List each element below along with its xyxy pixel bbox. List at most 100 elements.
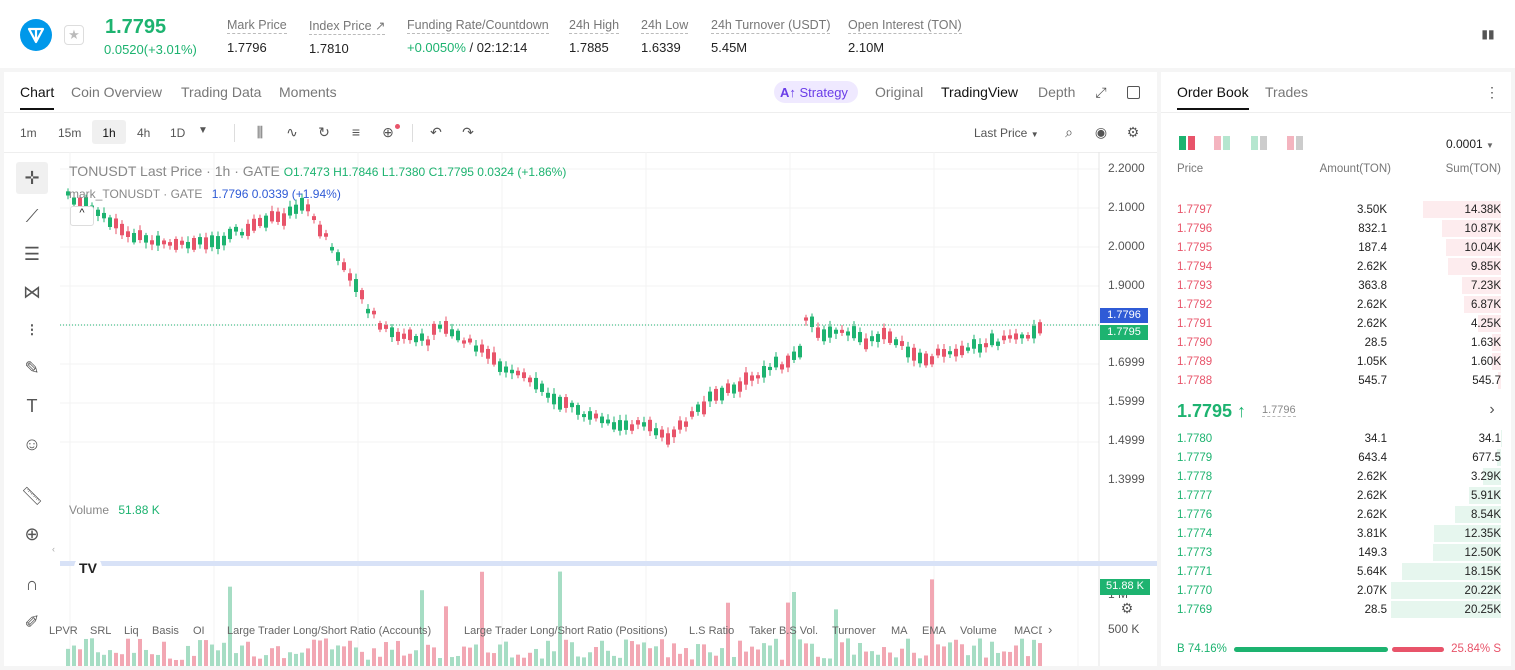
favorite-star-icon[interactable]: ★: [64, 25, 84, 45]
indicator-lpvr[interactable]: LPVR: [49, 625, 78, 637]
ask-row[interactable]: 1.7797 3.50K 14.38K: [1161, 200, 1511, 219]
horizontal-lines-tool-icon[interactable]: ☰: [23, 244, 41, 264]
candle-body: [930, 356, 934, 365]
ask-row[interactable]: 1.7788 545.7 545.7: [1161, 371, 1511, 390]
collapse-toolbar-icon[interactable]: ‹: [52, 544, 55, 554]
strategy-button[interactable]: A↑ Strategy: [774, 81, 858, 103]
indicator-lt-accounts[interactable]: Large Trader Long/Short Ratio (Accounts): [227, 625, 432, 637]
bid-row[interactable]: 1.7773 149.3 12.50K: [1161, 543, 1511, 562]
volume-bar: [276, 646, 280, 666]
pattern-tool-icon[interactable]: ⋈: [23, 282, 41, 302]
interval-4h[interactable]: 4h: [137, 126, 151, 140]
indicator-macd[interactable]: MACD: [1014, 625, 1042, 637]
undo-icon[interactable]: ↶: [430, 124, 442, 140]
precision-select[interactable]: 0.0001 ▼: [1446, 137, 1494, 151]
candle-body: [564, 397, 568, 408]
book-icon[interactable]: ▮▮: [1481, 27, 1495, 41]
indicator-lt-positions[interactable]: Large Trader Long/Short Ratio (Positions…: [464, 625, 668, 637]
view-bids-icon[interactable]: [1251, 136, 1267, 150]
more-vertical-icon[interactable]: ⋮: [1485, 84, 1499, 100]
tab-chart[interactable]: Chart: [20, 84, 55, 110]
ask-row[interactable]: 1.7796 832.1 10.87K: [1161, 219, 1511, 238]
indicator-taker-vol[interactable]: Taker B.S Vol.: [749, 625, 819, 637]
indicator-ma[interactable]: MA: [891, 625, 908, 637]
window-icon[interactable]: [1127, 86, 1140, 99]
magnet-icon[interactable]: ∩: [25, 574, 39, 594]
gear-icon[interactable]: ⚙: [1126, 124, 1140, 140]
bid-row[interactable]: 1.7778 2.62K 3.29K: [1161, 467, 1511, 486]
bid-row[interactable]: 1.7774 3.81K 12.35K: [1161, 524, 1511, 543]
settings-list-icon[interactable]: ≡: [351, 124, 361, 140]
bid-row[interactable]: 1.7770 2.07K 20.22K: [1161, 581, 1511, 600]
ask-row[interactable]: 1.7793 363.8 7.23K: [1161, 276, 1511, 295]
chevron-right-icon[interactable]: ›: [1489, 401, 1495, 418]
brush-tool-icon[interactable]: ✎: [24, 358, 40, 378]
tab-trades[interactable]: Trades: [1265, 84, 1309, 100]
collapse-legend-icon[interactable]: ^: [70, 206, 94, 226]
view-split-icon[interactable]: [1214, 136, 1230, 150]
bid-row[interactable]: 1.7780 34.1 34.1: [1161, 429, 1511, 448]
ask-row[interactable]: 1.7791 2.62K 4.25K: [1161, 314, 1511, 333]
indicator-srl[interactable]: SRL: [90, 625, 112, 637]
search-icon[interactable]: ⌕: [1065, 124, 1073, 140]
chevron-down-icon[interactable]: ▼: [198, 125, 208, 136]
ask-row[interactable]: 1.7789 1.05K 1.60K: [1161, 352, 1511, 371]
redo-icon[interactable]: ↷: [462, 124, 474, 140]
interval-1d[interactable]: 1D: [170, 126, 186, 140]
tab-original[interactable]: Original: [875, 84, 924, 100]
ask-row[interactable]: 1.7795 187.4 10.04K: [1161, 238, 1511, 257]
interval-15m[interactable]: 15m: [58, 126, 82, 140]
tab-trading-data[interactable]: Trading Data: [181, 84, 262, 100]
tab-depth[interactable]: Depth: [1038, 84, 1076, 100]
stat-index-price[interactable]: Index Price ↗ 1.7810: [309, 19, 386, 56]
indicator-basis[interactable]: Basis: [152, 625, 179, 637]
tab-tradingview[interactable]: TradingView: [941, 84, 1019, 100]
view-asks-icon[interactable]: [1287, 136, 1303, 150]
bid-row[interactable]: 1.7777 2.62K 5.91K: [1161, 486, 1511, 505]
indicator-ema[interactable]: EMA: [922, 625, 946, 637]
ruler-tool-icon[interactable]: 📏︎: [20, 486, 44, 506]
emoji-tool-icon[interactable]: ☺: [22, 434, 42, 454]
volume-bar: [516, 654, 520, 666]
bid-row[interactable]: 1.7779 643.4 677.5: [1161, 448, 1511, 467]
chart-settings-icon[interactable]: ⚙: [1120, 600, 1134, 616]
bid-row[interactable]: 1.7771 5.64K 18.15K: [1161, 562, 1511, 581]
text-tool-icon[interactable]: T: [26, 396, 38, 416]
ask-row[interactable]: 1.7792 2.62K 6.87K: [1161, 295, 1511, 314]
indicators-icon[interactable]: ∿: [286, 124, 298, 140]
interval-1m[interactable]: 1m: [20, 126, 37, 140]
ask-row[interactable]: 1.7790 28.5 1.63K: [1161, 333, 1511, 352]
volume-bar: [102, 654, 106, 666]
camera-icon[interactable]: ◉: [1094, 124, 1108, 140]
candle-body: [420, 333, 424, 341]
candle-body: [336, 252, 340, 261]
add-indicator-icon[interactable]: ⊕: [382, 124, 394, 140]
lock-draw-icon[interactable]: ✐: [24, 612, 40, 632]
candle-body: [408, 329, 412, 341]
price-type-select[interactable]: Last Price ▼: [974, 126, 1039, 140]
view-both-icon[interactable]: [1179, 136, 1195, 150]
expand-icon[interactable]: ⤢: [1095, 84, 1107, 100]
volume-bar: [600, 640, 604, 666]
refresh-icon[interactable]: ↻: [318, 124, 330, 140]
indicator-volume[interactable]: Volume: [960, 625, 997, 637]
interval-1h[interactable]: 1h: [92, 120, 126, 144]
depth-bar: [1454, 506, 1501, 523]
candle-type-icon[interactable]: ⫼: [256, 124, 264, 140]
indicator-oi[interactable]: OI: [193, 625, 205, 637]
crosshair-tool-icon[interactable]: ✛: [16, 162, 48, 194]
indicator-ls-ratio[interactable]: L.S Ratio: [689, 625, 735, 637]
tab-order-book[interactable]: Order Book: [1177, 84, 1249, 110]
trendline-tool-icon[interactable]: ⟋: [25, 206, 39, 226]
zoom-in-icon[interactable]: ⊕: [24, 524, 40, 544]
bid-row[interactable]: 1.7769 28.5 20.25K: [1161, 600, 1511, 619]
tab-coin-overview[interactable]: Coin Overview: [71, 84, 163, 100]
bid-row[interactable]: 1.7776 2.62K 8.54K: [1161, 505, 1511, 524]
tab-moments[interactable]: Moments: [279, 84, 337, 100]
indicator-liq[interactable]: Liq: [124, 625, 139, 637]
fib-tool-icon[interactable]: ⁝: [29, 320, 35, 340]
indicator-turnover[interactable]: Turnover: [832, 625, 876, 637]
ask-row[interactable]: 1.7794 2.62K 9.85K: [1161, 257, 1511, 276]
price-chart[interactable]: 2.2000 2.1000 2.0000 1.9000 1.6999 1.5999 1.49…: [4, 152, 1157, 666]
chevron-right-icon[interactable]: ›: [1048, 622, 1053, 637]
